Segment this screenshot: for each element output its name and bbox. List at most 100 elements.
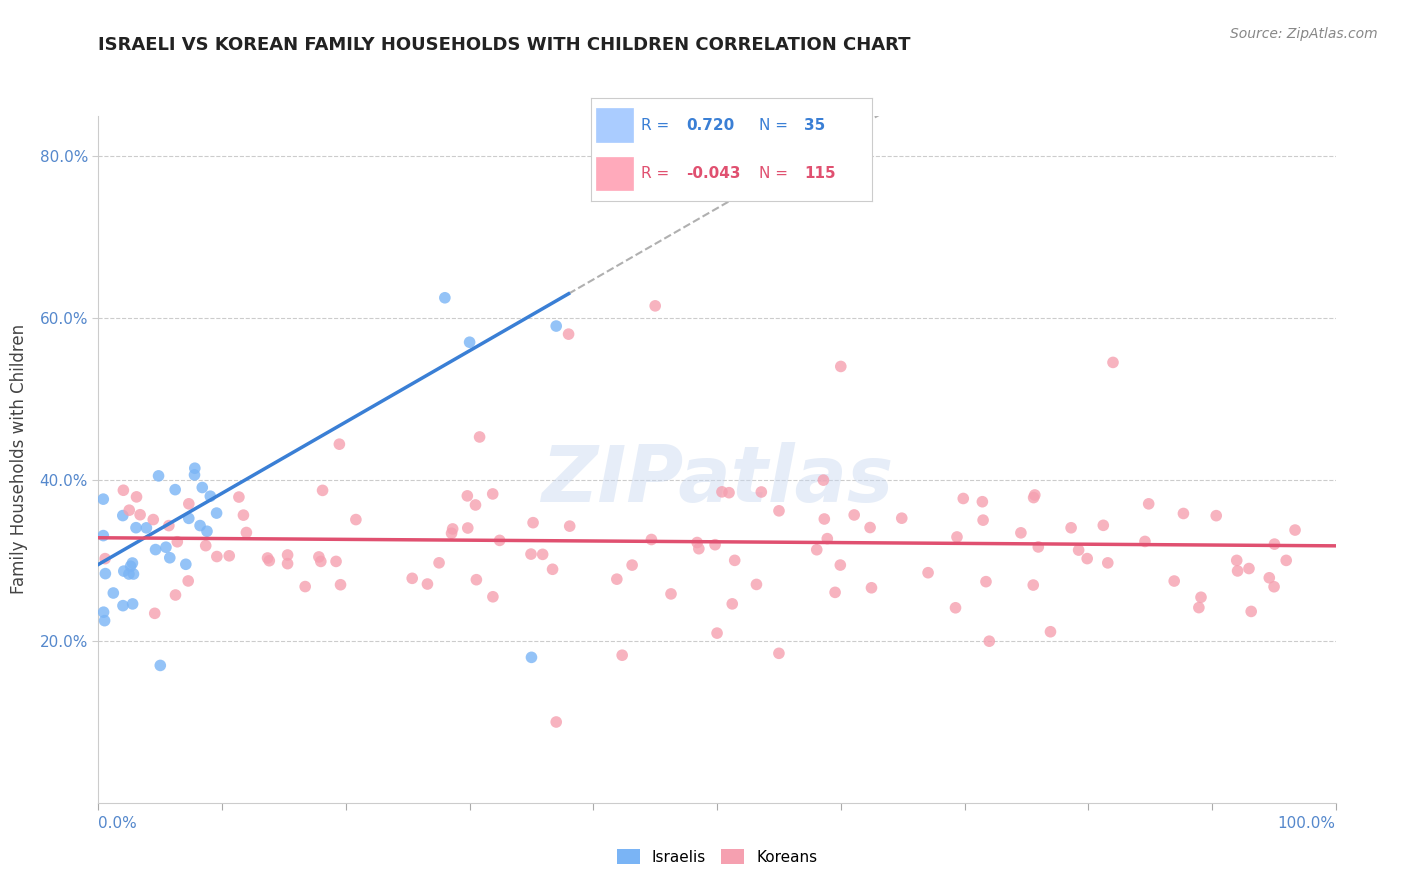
Point	[157, 518, 180, 533]
Point	[688, 541, 710, 556]
Point	[806, 542, 828, 557]
Point	[1275, 553, 1298, 567]
Text: ZIPatlas: ZIPatlas	[541, 442, 893, 518]
Point	[416, 577, 439, 591]
Point	[135, 521, 157, 535]
Point	[612, 648, 634, 663]
Point	[1237, 561, 1260, 575]
Point	[122, 567, 145, 582]
Point	[166, 534, 188, 549]
Point	[1137, 497, 1160, 511]
Point	[145, 542, 167, 557]
Point	[710, 484, 733, 499]
Point	[235, 525, 257, 540]
Point	[1076, 551, 1098, 566]
Point	[194, 539, 217, 553]
Point	[118, 503, 141, 517]
Point	[277, 548, 299, 562]
Point	[195, 524, 218, 539]
Point	[640, 533, 662, 547]
Point	[1173, 507, 1195, 521]
Point	[1263, 537, 1285, 551]
Point	[546, 714, 568, 729]
Point	[1263, 580, 1285, 594]
Point	[659, 587, 682, 601]
Text: R =: R =	[641, 118, 669, 133]
Point	[522, 516, 544, 530]
Point	[558, 519, 581, 533]
Point	[1060, 521, 1083, 535]
FancyBboxPatch shape	[596, 109, 633, 142]
Point	[441, 522, 464, 536]
Point	[205, 549, 228, 564]
Point	[111, 508, 134, 523]
Point	[191, 481, 214, 495]
Point	[844, 508, 866, 522]
Point	[488, 533, 510, 548]
Point	[468, 430, 491, 444]
Point	[165, 483, 187, 497]
Point	[143, 607, 166, 621]
Point	[546, 319, 568, 334]
Point	[974, 574, 997, 589]
Point	[309, 554, 332, 568]
Point	[188, 518, 211, 533]
Point	[946, 530, 969, 544]
Point	[159, 550, 181, 565]
Point	[520, 547, 543, 561]
Point	[456, 489, 478, 503]
Point	[644, 299, 666, 313]
Point	[482, 590, 505, 604]
Point	[768, 646, 790, 660]
Point	[174, 558, 197, 572]
Point	[308, 549, 330, 564]
Point	[1026, 540, 1049, 554]
Point	[401, 571, 423, 585]
Point	[465, 573, 488, 587]
Point	[813, 473, 835, 487]
Point	[111, 599, 134, 613]
Text: 0.720: 0.720	[686, 118, 734, 133]
Point	[228, 490, 250, 504]
Point	[177, 497, 200, 511]
Point	[481, 487, 503, 501]
Text: N =: N =	[759, 118, 789, 133]
Point	[200, 489, 222, 503]
Legend: Israelis, Koreans: Israelis, Koreans	[610, 843, 824, 871]
Point	[541, 562, 564, 576]
Text: Source: ZipAtlas.com: Source: ZipAtlas.com	[1230, 27, 1378, 41]
Point	[93, 605, 115, 619]
Point	[311, 483, 333, 498]
Point	[1024, 488, 1046, 502]
Point	[1205, 508, 1227, 523]
FancyBboxPatch shape	[596, 157, 633, 190]
Point	[859, 520, 882, 534]
Point	[103, 586, 125, 600]
Point	[531, 547, 554, 561]
Point	[205, 506, 228, 520]
Point	[177, 574, 200, 588]
Point	[325, 554, 347, 568]
Text: 115: 115	[804, 166, 835, 181]
Point	[94, 551, 117, 566]
Point	[458, 335, 481, 350]
Point	[457, 521, 479, 535]
Point	[557, 327, 579, 342]
Point	[149, 658, 172, 673]
Text: R =: R =	[641, 166, 669, 181]
Point	[218, 549, 240, 563]
Point	[724, 553, 747, 567]
Point	[1022, 491, 1045, 505]
Point	[945, 600, 967, 615]
Point	[830, 558, 852, 572]
Text: 100.0%: 100.0%	[1278, 816, 1336, 831]
Point	[232, 508, 254, 522]
Point	[860, 581, 883, 595]
Point	[972, 494, 994, 508]
Point	[120, 559, 142, 574]
Point	[112, 483, 135, 498]
Point	[1133, 534, 1156, 549]
Point	[259, 554, 281, 568]
Y-axis label: Family Households with Children: Family Households with Children	[10, 325, 28, 594]
Point	[112, 564, 135, 578]
